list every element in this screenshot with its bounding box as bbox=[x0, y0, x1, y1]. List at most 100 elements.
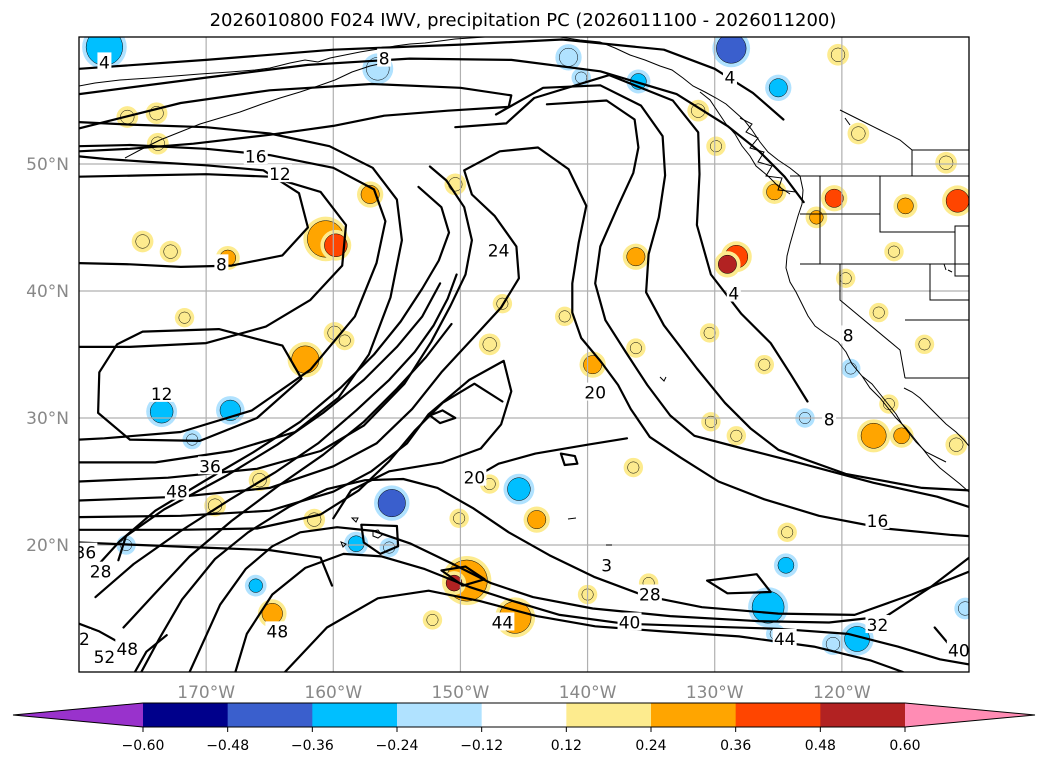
iwv-isoline-closed bbox=[440, 565, 486, 587]
contour-label: 4 bbox=[728, 285, 739, 305]
contour-label-bg bbox=[79, 628, 91, 647]
precip-blob bbox=[338, 334, 351, 347]
precip-blob bbox=[766, 183, 783, 201]
iwv-isoline-40 bbox=[94, 273, 458, 599]
precip-blob bbox=[426, 613, 439, 626]
contour-label: 16 bbox=[245, 147, 267, 167]
lon-tick-label: 160°W bbox=[304, 683, 362, 703]
contour-label-bg bbox=[214, 254, 229, 273]
iwv-isoline-28 bbox=[79, 541, 334, 587]
precip-blob bbox=[716, 37, 747, 64]
state-borders bbox=[800, 176, 969, 379]
contour-label-bg bbox=[79, 542, 98, 561]
contour-label-bg bbox=[617, 612, 642, 631]
contour-label-bg bbox=[462, 467, 487, 486]
contour-label-bg bbox=[486, 240, 511, 259]
precip-blob bbox=[751, 590, 785, 624]
lon-tick-label: 130°W bbox=[686, 683, 744, 703]
precip-blob bbox=[453, 512, 466, 525]
precip-blob bbox=[851, 126, 866, 141]
contour-label: 12 bbox=[269, 165, 291, 185]
iwv-isoline-closed bbox=[360, 523, 400, 555]
colorbar-tick-label: 0.48 bbox=[805, 738, 836, 754]
contour-label: 28 bbox=[639, 586, 661, 606]
iwv-isoline-12 bbox=[79, 173, 348, 348]
contour-label: 40 bbox=[948, 641, 970, 661]
contour-label: 28 bbox=[90, 563, 112, 583]
iwv-isoline-8 bbox=[79, 82, 513, 153]
contour-label-bg bbox=[946, 640, 969, 659]
precip-blob bbox=[945, 189, 969, 213]
lon-tick-label: 170°W bbox=[177, 683, 235, 703]
contour-label-bg bbox=[599, 555, 614, 574]
precip-blob bbox=[918, 338, 931, 351]
iwv-isoline-4 bbox=[79, 38, 785, 121]
precip-blob bbox=[163, 244, 178, 259]
precip-blob bbox=[178, 311, 191, 324]
colorbar-tick-label: −0.60 bbox=[122, 738, 165, 754]
iwv-isoline-closed bbox=[428, 409, 457, 425]
contour-label-bg bbox=[115, 639, 140, 658]
contour-label: 8 bbox=[843, 326, 854, 346]
contour-label: 24 bbox=[488, 241, 510, 261]
contour-label-bg bbox=[267, 164, 292, 183]
precip-blob bbox=[704, 415, 717, 428]
contour-label: 3 bbox=[601, 556, 612, 576]
lat-tick-label: 50°N bbox=[26, 155, 69, 175]
iwv-isoline-28 bbox=[79, 146, 969, 538]
contour-label-bg bbox=[164, 481, 189, 500]
colorbar-tick-label: −0.24 bbox=[376, 738, 419, 754]
colorbar-segment bbox=[397, 703, 483, 727]
contour-label: 52 bbox=[94, 648, 116, 668]
contour-label-bg bbox=[88, 561, 113, 580]
contour-label-bg bbox=[772, 628, 797, 647]
precip-blob bbox=[781, 526, 794, 539]
coastline-alaska-gulf bbox=[559, 37, 801, 177]
precip-blob bbox=[768, 78, 788, 98]
contour-label: 32 bbox=[68, 630, 90, 650]
precip-blob bbox=[482, 337, 497, 352]
precip-blob bbox=[777, 557, 795, 574]
coastline-hawaii bbox=[340, 517, 383, 548]
map-frame bbox=[78, 36, 970, 673]
colorbar-segment bbox=[312, 703, 398, 727]
lon-tick-label: 140°W bbox=[559, 683, 617, 703]
contour-label: 36 bbox=[75, 544, 97, 564]
lon-tick-label: 120°W bbox=[813, 683, 871, 703]
canada-provinces bbox=[839, 109, 969, 176]
precip-blob bbox=[860, 422, 887, 449]
iwv-isoline-8 bbox=[79, 57, 805, 204]
contour-label: 32 bbox=[867, 616, 889, 636]
precip-blob bbox=[629, 342, 642, 355]
iwv-isoline-48 bbox=[283, 589, 904, 672]
map-background bbox=[79, 37, 969, 672]
iwv-isoline-20 bbox=[79, 121, 403, 464]
coastline-bc-inlets bbox=[739, 117, 797, 193]
latitude-axis: 50°N 40°N 30°N 20°N bbox=[26, 155, 69, 556]
contour-label: 44 bbox=[774, 630, 796, 650]
contour-label: 16 bbox=[867, 512, 889, 532]
chart-title: 2026010800 F024 IWV, precipitation PC (2… bbox=[210, 10, 837, 31]
iwv-isoline-36 bbox=[93, 185, 451, 571]
contour-label: 36 bbox=[199, 457, 221, 477]
colorbar-segment bbox=[651, 703, 737, 727]
precip-blob bbox=[558, 310, 571, 323]
contour-label: 20 bbox=[464, 469, 486, 489]
precip-blob bbox=[703, 326, 716, 339]
contour-label-bg bbox=[97, 52, 112, 71]
contour-label-bg bbox=[265, 621, 290, 640]
precip-blob bbox=[758, 358, 771, 371]
iwv-isoline-20 bbox=[545, 99, 969, 508]
contour-label-bg bbox=[149, 383, 174, 402]
contour-label: 4 bbox=[725, 69, 736, 89]
contour-label-bg bbox=[865, 615, 890, 634]
precip-blob bbox=[527, 510, 547, 529]
iwv-isoline-32 bbox=[79, 622, 121, 644]
iwv-isoline-closed bbox=[706, 573, 772, 595]
colorbar-tick-label: −0.36 bbox=[291, 738, 334, 754]
contour-label-bg bbox=[637, 584, 662, 603]
iwv-isoline-40 bbox=[234, 552, 969, 672]
precip-blob bbox=[949, 437, 964, 452]
